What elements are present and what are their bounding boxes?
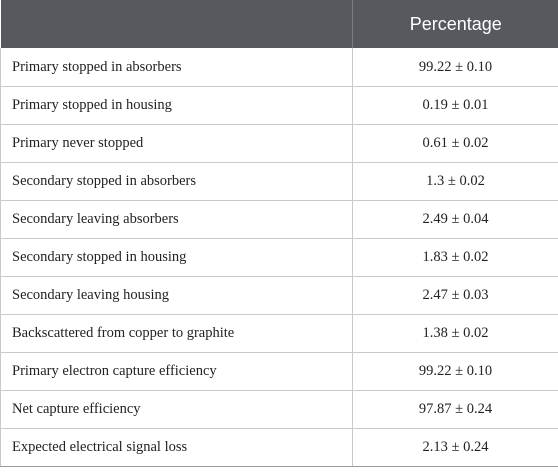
row-label: Primary stopped in absorbers bbox=[0, 48, 353, 87]
table-row: Backscattered from copper to graphite 1.… bbox=[0, 314, 558, 353]
table-header: Percentage bbox=[0, 0, 558, 48]
table-row: Expected electrical signal loss 2.13 ± 0… bbox=[0, 428, 558, 467]
table-row: Secondary stopped in absorbers 1.3 ± 0.0… bbox=[0, 162, 558, 201]
row-label: Secondary leaving absorbers bbox=[0, 200, 353, 239]
row-value: 97.87 ± 0.24 bbox=[352, 390, 558, 429]
row-value: 99.22 ± 0.10 bbox=[352, 352, 558, 391]
row-value: 1.3 ± 0.02 bbox=[352, 162, 558, 201]
table-row: Secondary leaving housing 2.47 ± 0.03 bbox=[0, 276, 558, 315]
row-value: 2.13 ± 0.24 bbox=[352, 428, 558, 467]
table-row: Primary never stopped 0.61 ± 0.02 bbox=[0, 124, 558, 163]
table-row: Secondary stopped in housing 1.83 ± 0.02 bbox=[0, 238, 558, 277]
row-label: Secondary stopped in absorbers bbox=[0, 162, 353, 201]
row-label: Secondary stopped in housing bbox=[0, 238, 353, 277]
row-label: Primary electron capture efficiency bbox=[0, 352, 353, 391]
row-value: 1.38 ± 0.02 bbox=[352, 314, 558, 353]
row-label: Backscattered from copper to graphite bbox=[0, 314, 353, 353]
table-row: Primary stopped in housing 0.19 ± 0.01 bbox=[0, 86, 558, 125]
header-cell-quantity bbox=[0, 0, 353, 48]
header-cell-percentage: Percentage bbox=[352, 0, 558, 48]
row-label: Net capture efficiency bbox=[0, 390, 353, 429]
row-label: Primary never stopped bbox=[0, 124, 353, 163]
row-value: 99.22 ± 0.10 bbox=[352, 48, 558, 87]
table-row: Net capture efficiency 97.87 ± 0.24 bbox=[0, 390, 558, 429]
row-value: 0.19 ± 0.01 bbox=[352, 86, 558, 125]
row-value: 2.49 ± 0.04 bbox=[352, 200, 558, 239]
row-value: 0.61 ± 0.02 bbox=[352, 124, 558, 163]
table-row: Secondary leaving absorbers 2.49 ± 0.04 bbox=[0, 200, 558, 239]
table-row: Primary electron capture efficiency 99.2… bbox=[0, 352, 558, 391]
row-value: 2.47 ± 0.03 bbox=[352, 276, 558, 315]
row-value: 1.83 ± 0.02 bbox=[352, 238, 558, 277]
row-label: Expected electrical signal loss bbox=[0, 428, 353, 467]
table-body: Primary stopped in absorbers 99.22 ± 0.1… bbox=[0, 48, 558, 467]
table-row: Primary stopped in absorbers 99.22 ± 0.1… bbox=[0, 48, 558, 87]
row-label: Secondary leaving housing bbox=[0, 276, 353, 315]
header-row: Percentage bbox=[0, 0, 558, 48]
row-label: Primary stopped in housing bbox=[0, 86, 353, 125]
